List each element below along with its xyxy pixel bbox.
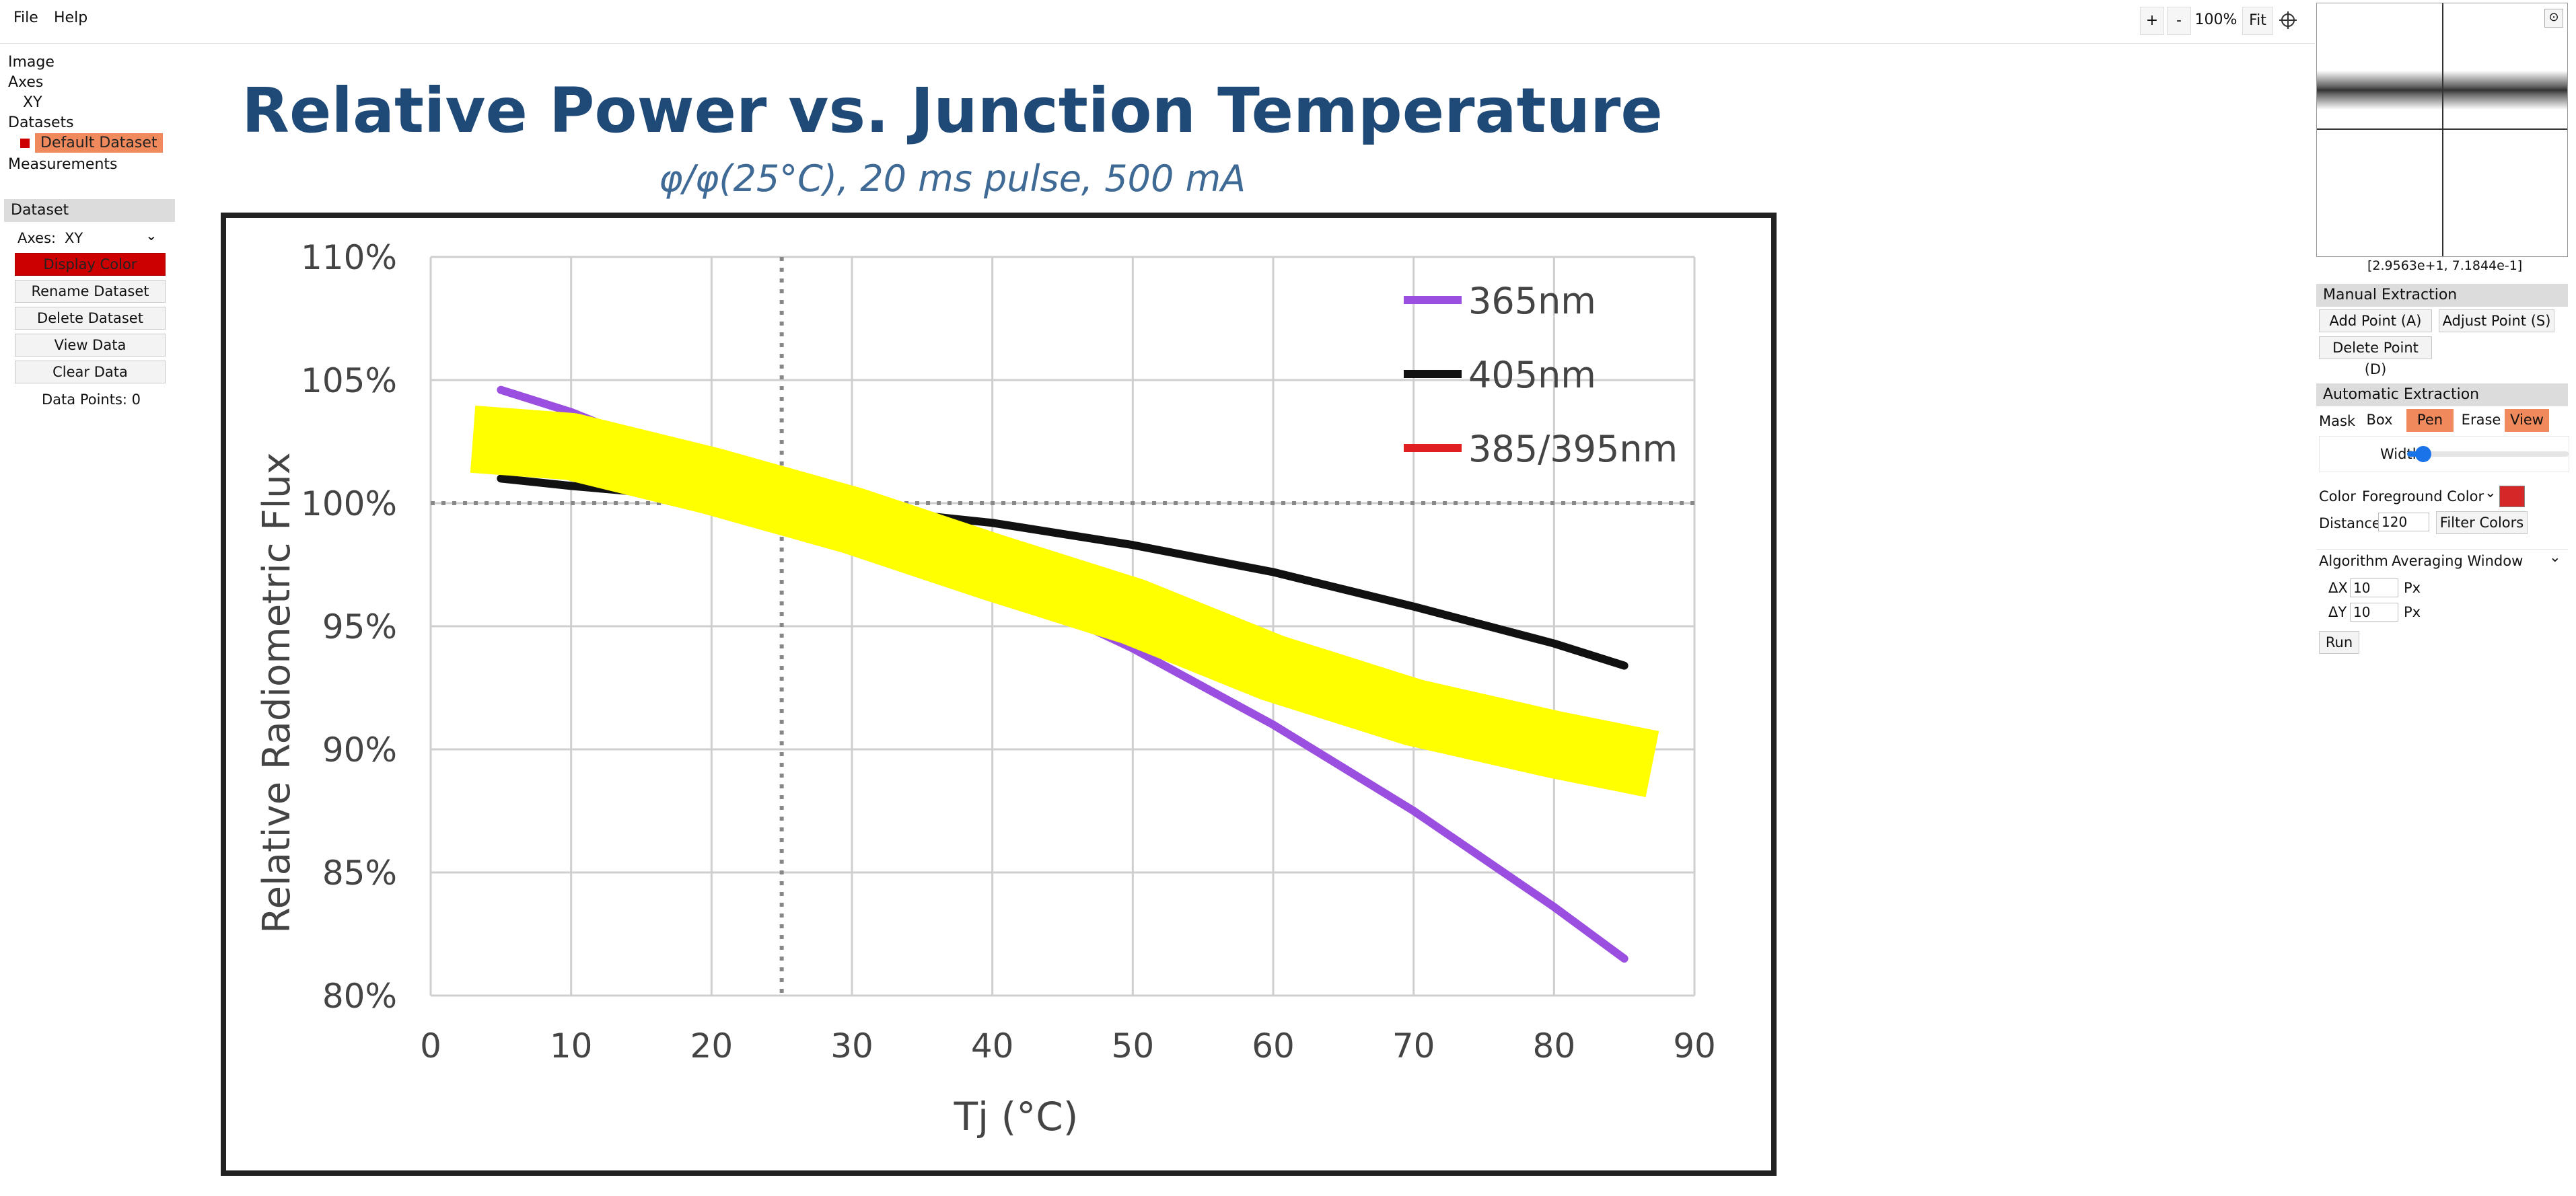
mask-pen-button[interactable]: Pen <box>2406 409 2454 432</box>
x-axis-label: Tj (°C) <box>954 1094 1079 1139</box>
data-points-count: Data Points: 0 <box>42 391 141 408</box>
tree-axes-xy[interactable]: XY <box>23 94 42 111</box>
width-control: Width <box>2319 436 2569 472</box>
filter-colors-button[interactable]: Filter Colors <box>2436 511 2528 534</box>
x-tick-label: 40 <box>971 1026 1014 1066</box>
algorithm-label: Algorithm <box>2319 553 2388 569</box>
add-point-button[interactable]: Add Point (A) <box>2319 309 2432 332</box>
chart-legend: 365nm 405nm 385/395nm <box>1404 280 1678 470</box>
distance-input[interactable]: 120 <box>2378 513 2429 531</box>
mask-erase-button[interactable]: Erase <box>2461 412 2501 428</box>
menu-file[interactable]: File <box>13 9 38 26</box>
zoom-level: 100% <box>2194 11 2238 28</box>
color-label: Color <box>2319 488 2356 504</box>
rename-dataset-button[interactable]: Rename Dataset <box>15 280 166 303</box>
x-tick-label: 70 <box>1392 1026 1435 1066</box>
x-tick-label: 20 <box>690 1026 734 1066</box>
delta-x-label: ΔX <box>2328 580 2348 596</box>
view-data-button[interactable]: View Data <box>15 334 166 357</box>
dataset-axes-select[interactable]: XY <box>65 230 83 246</box>
clear-data-button[interactable]: Clear Data <box>15 361 166 383</box>
y-tick-label: 85% <box>322 854 397 893</box>
dataset-panel-header: Dataset <box>4 199 175 222</box>
divider <box>2316 549 2568 550</box>
delta-x-unit: Px <box>2404 580 2421 596</box>
x-tick-label: 30 <box>830 1026 873 1066</box>
reference-lines <box>431 257 1694 996</box>
x-tick-label: 80 <box>1533 1026 1576 1066</box>
y-tick-label: 95% <box>322 607 397 646</box>
delete-point-button[interactable]: Delete Point (D) <box>2319 336 2432 377</box>
chevron-down-icon[interactable]: ⌄ <box>2549 549 2561 565</box>
tree-default-dataset[interactable]: Default Dataset <box>20 133 163 153</box>
tree-measurements[interactable]: Measurements <box>8 156 118 173</box>
legend-label-0: 365nm <box>1468 280 1596 322</box>
x-tick-label: 0 <box>420 1026 441 1066</box>
y-tick-label: 110% <box>301 238 397 277</box>
adjust-point-button[interactable]: Adjust Point (S) <box>2439 309 2554 332</box>
zoom-in-button[interactable]: + <box>2140 7 2164 35</box>
delete-dataset-button[interactable]: Delete Dataset <box>15 307 166 330</box>
run-button[interactable]: Run <box>2319 631 2359 654</box>
manual-extraction-header: Manual Extraction <box>2316 284 2568 307</box>
tree-image[interactable]: Image <box>8 54 55 71</box>
default-dataset-label: Default Dataset <box>35 133 163 153</box>
x-tick-labels: 0 10 20 30 40 50 60 70 80 90 <box>420 1026 1716 1066</box>
zoom-out-button[interactable]: - <box>2167 7 2191 35</box>
menu-bar: File Help + - 100% Fit <box>0 0 2315 44</box>
cursor-coordinates: [2.9563e+1, 7.1844e-1] <box>2367 258 2523 273</box>
width-slider-thumb[interactable] <box>2415 446 2431 462</box>
color-mode-select[interactable]: Foreground Color <box>2362 488 2484 504</box>
chart-title: Relative Power vs. Junction Temperature <box>242 75 1663 147</box>
zoom-fit-button[interactable]: Fit <box>2242 7 2273 35</box>
chart-subtitle: φ/φ(25°C), 20 ms pulse, 500 mA <box>659 157 1246 200</box>
y-axis-label: Relative Radiometric Flux <box>255 452 299 934</box>
distance-label: Distance <box>2319 515 2381 531</box>
chart-grid <box>429 256 1696 997</box>
delta-y-label: ΔY <box>2328 604 2347 620</box>
mask-view-button[interactable]: View <box>2505 409 2549 432</box>
delta-x-input[interactable]: 10 <box>2350 578 2398 597</box>
legend-label-1: 405nm <box>1468 354 1596 396</box>
y-tick-label: 90% <box>322 731 397 770</box>
y-tick-label: 80% <box>322 977 397 1016</box>
magnifier-view: ⊙ <box>2316 3 2568 257</box>
y-tick-labels: 80% 85% 90% 95% 100% 105% 110% <box>301 238 397 1016</box>
tree-datasets[interactable]: Datasets <box>8 114 74 131</box>
menu-help[interactable]: Help <box>54 9 88 26</box>
chart-frame <box>221 213 1777 1176</box>
mask-label: Mask <box>2319 413 2356 429</box>
x-tick-label: 90 <box>1673 1026 1716 1066</box>
x-tick-label: 60 <box>1252 1026 1295 1066</box>
magnifier-settings-icon[interactable]: ⊙ <box>2544 9 2563 28</box>
width-slider-track[interactable] <box>2407 451 2569 457</box>
algorithm-select[interactable]: Averaging Window <box>2392 553 2524 569</box>
mask-box-button[interactable]: Box <box>2366 412 2393 428</box>
highlight-mask-stroke <box>470 405 1659 797</box>
delta-y-input[interactable]: 10 <box>2350 603 2398 622</box>
dataset-axes-label: Axes: <box>17 230 57 246</box>
display-color-button[interactable]: Display Color <box>15 253 166 276</box>
magnifier-crosshair-h <box>2317 128 2567 130</box>
highlight-mask-layer <box>470 405 1659 797</box>
automatic-extraction-header: Automatic Extraction <box>2316 383 2568 406</box>
tree-axes[interactable]: Axes <box>8 74 44 91</box>
legend-label-2: 385/395nm <box>1468 428 1678 470</box>
y-tick-label: 100% <box>301 484 397 523</box>
y-tick-label: 105% <box>301 361 397 400</box>
plot-image[interactable]: Relative Power vs. Junction Temperature … <box>202 67 1817 1196</box>
color-swatch[interactable] <box>2499 486 2525 507</box>
delta-y-unit: Px <box>2404 604 2421 620</box>
x-tick-label: 10 <box>550 1026 593 1066</box>
magnifier-crosshair-v <box>2442 3 2443 256</box>
x-tick-label: 50 <box>1112 1026 1155 1066</box>
chevron-down-icon[interactable]: ⌄ <box>145 227 157 244</box>
crosshair-icon[interactable] <box>2275 7 2301 34</box>
chevron-down-icon[interactable]: ⌄ <box>2484 484 2497 500</box>
dataset-color-swatch <box>20 139 30 148</box>
